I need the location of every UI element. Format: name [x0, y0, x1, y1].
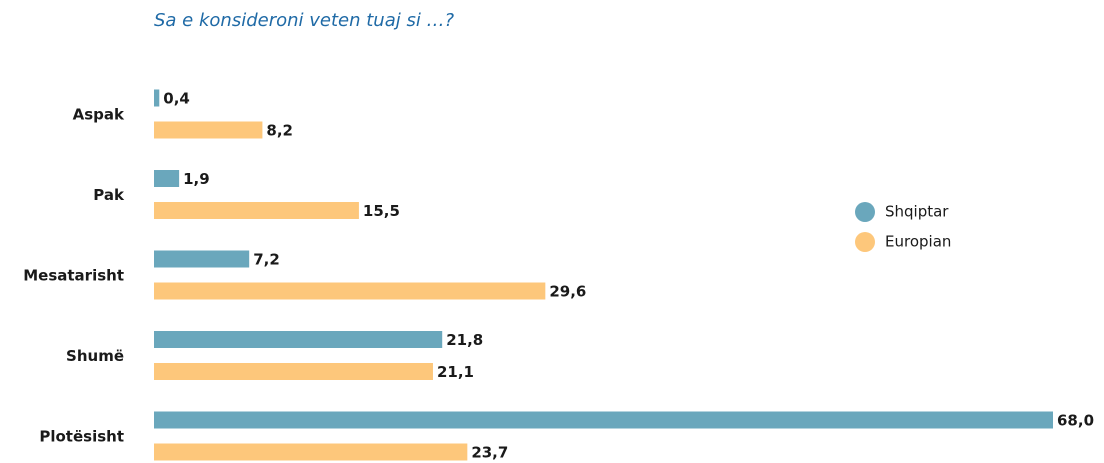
category-label: Mesatarisht	[23, 267, 124, 285]
value-label: 23,7	[471, 444, 508, 462]
legend-swatch	[855, 232, 875, 252]
legend-label: Shqiptar	[885, 203, 949, 221]
value-label: 8,2	[266, 122, 293, 140]
value-label: 15,5	[363, 202, 400, 220]
bar	[154, 170, 180, 187]
bar	[154, 331, 443, 348]
bar	[154, 89, 160, 107]
value-label: 0,4	[163, 90, 190, 108]
value-label: 68,0	[1057, 412, 1094, 430]
category-label: Pak	[93, 186, 125, 204]
bar	[154, 250, 250, 268]
bar	[154, 202, 359, 219]
value-label: 1,9	[183, 170, 210, 188]
legend-swatch	[855, 202, 875, 222]
category-label: Shumë	[66, 347, 124, 365]
bar	[154, 443, 468, 461]
category-label: Plotësisht	[39, 428, 124, 446]
value-label: 7,2	[253, 251, 280, 269]
bar	[154, 282, 546, 300]
value-label: 29,6	[549, 283, 586, 301]
category-label: Aspak	[73, 106, 125, 124]
bar	[154, 363, 433, 380]
legend-label: Europian	[885, 233, 951, 251]
bar	[154, 411, 1053, 429]
value-label: 21,1	[437, 363, 474, 381]
value-label: 21,8	[446, 331, 483, 349]
chart-title: Sa e konsideroni veten tuaj si …?	[154, 10, 455, 31]
bar	[154, 121, 263, 139]
